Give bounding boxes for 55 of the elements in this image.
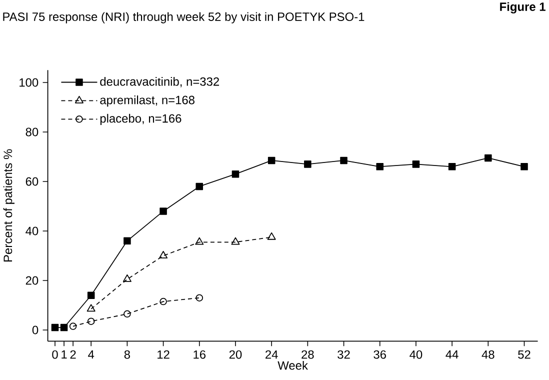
point (196, 182, 204, 190)
x-tick-label: 0 (52, 350, 58, 359)
point (412, 160, 420, 168)
point (124, 237, 131, 245)
point (232, 170, 240, 178)
x-tick-label: 8 (124, 350, 130, 359)
x-tick-label: 2 (70, 350, 76, 359)
x-tick-label: 36 (374, 350, 386, 359)
x-tick-label: 16 (194, 350, 206, 359)
point (448, 163, 456, 170)
point (195, 237, 204, 245)
point (87, 318, 95, 325)
point (87, 292, 95, 299)
point (160, 208, 167, 215)
x-tick-label: 24 (266, 350, 278, 359)
point (267, 232, 276, 240)
y-tick-label: 60 (26, 177, 38, 186)
point (69, 322, 77, 330)
x-tick-label: 52 (518, 350, 530, 359)
point (51, 324, 59, 332)
y-tick-label: 80 (26, 128, 38, 136)
point (160, 298, 167, 306)
point (86, 304, 96, 312)
x-tick-label: 1 (62, 350, 67, 359)
point (60, 324, 68, 332)
y-tick-label: 0 (32, 326, 38, 334)
caption: Figure 1 (500, 2, 546, 14)
y-tick-label: 20 (26, 276, 38, 285)
y-tick-label: 40 (26, 226, 38, 236)
point (484, 154, 492, 162)
x-tick-label: 48 (482, 350, 494, 359)
x-tick-label: 28 (302, 350, 314, 359)
point (268, 156, 276, 164)
point (196, 294, 204, 302)
point (340, 156, 348, 164)
x-tick-label: 4 (88, 350, 94, 359)
legend-label: deucravacitinib, n=332 (100, 77, 219, 88)
point (159, 250, 168, 258)
point (124, 310, 131, 318)
x-tick-label: 20 (229, 350, 242, 359)
x-axis-title: Week (278, 360, 308, 370)
legend-label: apremilast, n=168 (100, 95, 194, 107)
x-tick-label: 44 (446, 350, 458, 359)
legend-label: placebo, n=166 (100, 114, 182, 126)
point (376, 163, 384, 170)
point (231, 237, 240, 245)
x-tick-label: 40 (410, 350, 422, 359)
point (122, 274, 132, 282)
x-tick-label: 32 (338, 350, 350, 359)
y-axis-title: Percent of patients % (3, 149, 14, 262)
chart-title: PASI 75 response (NRI) through week 52 by visit in POETYK PSO-1 (3, 12, 364, 24)
point (520, 163, 528, 170)
point (304, 160, 312, 168)
x-tick-label: 12 (158, 350, 170, 359)
y-tick-label: 100 (20, 78, 38, 87)
